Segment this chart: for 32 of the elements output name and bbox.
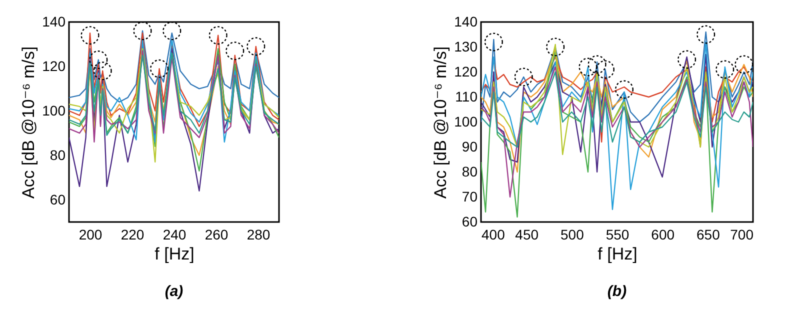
x-axis-title: f [Hz] (598, 244, 638, 264)
y-tick-label: 90 (462, 138, 478, 154)
y-tick-label: 120 (42, 58, 66, 74)
y-tick-label: 80 (50, 146, 66, 163)
text: (a) (164, 283, 184, 300)
y-tick-label: 70 (462, 188, 478, 204)
x-axis-title: f [Hz] (154, 244, 194, 264)
y-tick-label: 60 (50, 191, 66, 208)
y-tick-label: 140 (454, 14, 478, 30)
x-tick-label: 650 (696, 226, 720, 242)
x-tick-label: 280 (246, 226, 270, 242)
x-tick-label: 450 (515, 226, 539, 242)
x-tick-label: 500 (560, 226, 584, 242)
x-tick-label: 240 (162, 226, 186, 242)
y-axis-title: Acc [dB @10⁻⁶ m/s] (431, 46, 450, 199)
y-tick-label: 60 (462, 214, 478, 230)
y-tick-label: 80 (462, 164, 478, 180)
y-tick-label: 120 (454, 64, 478, 80)
x-tick-label: 220 (120, 226, 144, 242)
y-tick-label: 130 (454, 38, 478, 54)
x-tick-label: 600 (651, 226, 675, 242)
x-tick-label: 200 (78, 226, 102, 242)
x-tick-label: 700 (730, 226, 754, 242)
y-tick-label: 100 (42, 102, 66, 118)
y-tick-label: 100 (454, 114, 478, 130)
text: (b) (607, 283, 627, 300)
x-tick-label: 400 (482, 226, 506, 242)
x-tick-label: 260 (204, 226, 228, 242)
y-tick-label: 140 (42, 14, 66, 30)
x-tick-label: 550 (606, 226, 630, 242)
y-tick-label: 110 (455, 88, 478, 104)
y-axis-title: Acc [dB @10⁻⁶ m/s] (19, 46, 38, 199)
